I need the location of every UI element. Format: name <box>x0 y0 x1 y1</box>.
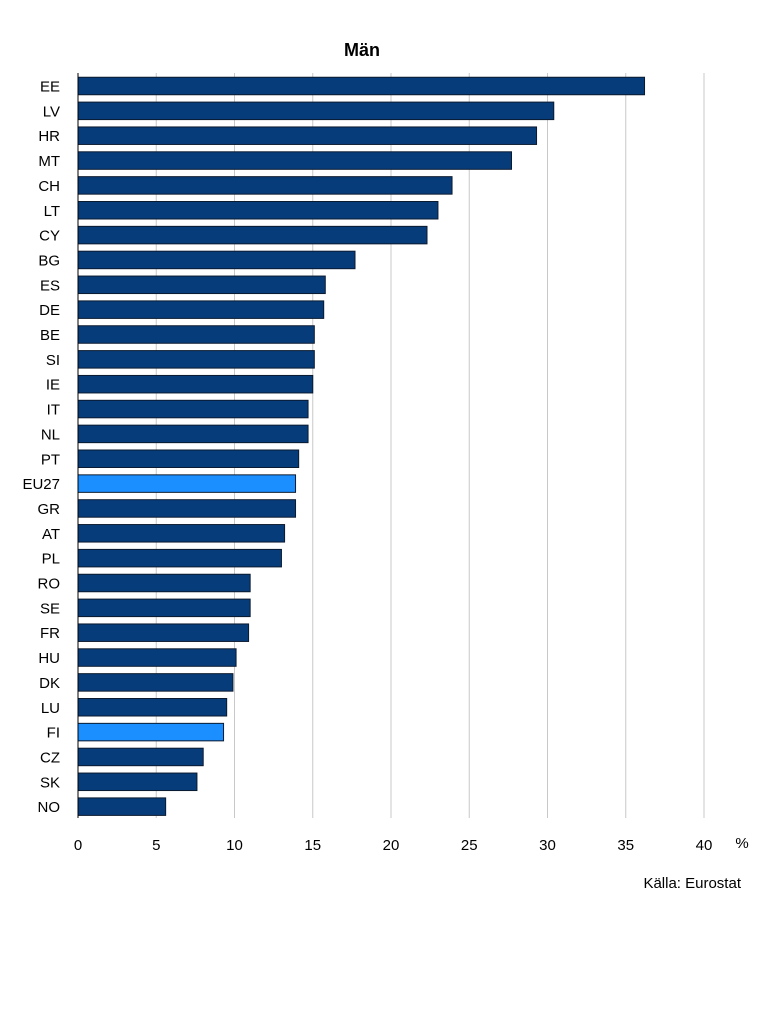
source-note: Källa: Eurostat <box>643 875 741 892</box>
category-label-se: SE <box>40 600 60 617</box>
category-label-lv: LV <box>43 103 60 120</box>
category-label-eu27: EU27 <box>22 476 60 493</box>
x-tick-label: 0 <box>74 837 82 854</box>
category-label-ee: EE <box>40 79 60 96</box>
bar-es <box>77 275 326 295</box>
category-label-ro: RO <box>38 576 61 593</box>
category-label-dk: DK <box>39 675 60 692</box>
category-label-fi: FI <box>47 725 60 742</box>
x-tick-label: 10 <box>226 837 243 854</box>
category-label-pt: PT <box>41 451 60 468</box>
category-label-de: DE <box>39 302 60 319</box>
category-label-it: IT <box>47 402 60 419</box>
x-tick-label: 25 <box>461 837 478 854</box>
bar-de <box>77 300 325 319</box>
category-label-lu: LU <box>41 700 60 717</box>
x-tick-label: 5 <box>152 837 160 854</box>
category-label-mt: MT <box>38 153 60 170</box>
category-label-no: NO <box>38 799 61 816</box>
bar-fr <box>77 623 250 642</box>
category-label-hu: HU <box>38 650 60 667</box>
bar-nl <box>77 424 309 444</box>
bar-hr <box>77 126 538 145</box>
bar-se <box>77 598 251 618</box>
category-label-es: ES <box>40 277 60 294</box>
bar-hu <box>77 648 237 667</box>
bar-ie <box>77 374 314 394</box>
category-label-lt: LT <box>44 203 60 220</box>
bar-sk <box>77 772 198 792</box>
category-label-gr: GR <box>38 501 61 518</box>
category-label-ch: CH <box>38 178 60 195</box>
bar-it <box>77 399 309 419</box>
category-label-be: BE <box>40 327 60 344</box>
category-label-cz: CZ <box>40 749 60 766</box>
x-tick-labels: 0 5 10 15 20 25 30 35 40 <box>74 837 713 854</box>
category-label-cy: CY <box>39 228 60 245</box>
bar-pl <box>77 548 282 568</box>
bar-lv <box>77 101 555 121</box>
bar-ro <box>77 573 251 593</box>
bar-mt <box>77 151 513 170</box>
x-unit-label: % <box>735 835 748 852</box>
category-label-si: SI <box>46 352 60 369</box>
bar-bg <box>77 250 356 270</box>
x-tick-label: 30 <box>539 837 556 854</box>
grid <box>155 73 705 818</box>
chart-title: Män <box>344 40 380 60</box>
bar-pt <box>77 449 300 468</box>
category-label-ie: IE <box>46 377 60 394</box>
category-label-bg: BG <box>38 252 60 269</box>
x-tick-label: 40 <box>696 837 713 854</box>
category-label-hr: HR <box>38 128 60 145</box>
bar-ch <box>77 176 453 195</box>
category-labels: EE LV HR MT CH LT CY BG ES DE BE SI IE IT NL PT EU27 GR AT… <box>22 79 60 817</box>
bar-ee <box>77 76 646 96</box>
bar-gr <box>77 499 297 518</box>
bar-eu27 <box>77 474 297 493</box>
bar-lt <box>77 201 439 220</box>
category-label-at: AT <box>42 526 60 543</box>
bar-si <box>77 350 315 369</box>
bars <box>77 76 646 816</box>
bar-dk <box>77 673 234 692</box>
bar-at <box>77 524 286 543</box>
bar-cz <box>77 747 204 767</box>
x-tick-label: 20 <box>383 837 400 854</box>
bar-be <box>77 325 315 344</box>
bar-lu <box>77 698 228 717</box>
x-tick-label: 15 <box>304 837 321 854</box>
x-tick-label: 35 <box>617 837 634 854</box>
category-label-sk: SK <box>40 774 60 791</box>
bar-fi <box>77 722 225 742</box>
category-label-fr: FR <box>40 625 60 642</box>
category-label-pl: PL <box>42 551 60 568</box>
category-label-nl: NL <box>41 426 60 443</box>
bar-cy <box>77 225 428 245</box>
bar-no <box>77 797 167 816</box>
